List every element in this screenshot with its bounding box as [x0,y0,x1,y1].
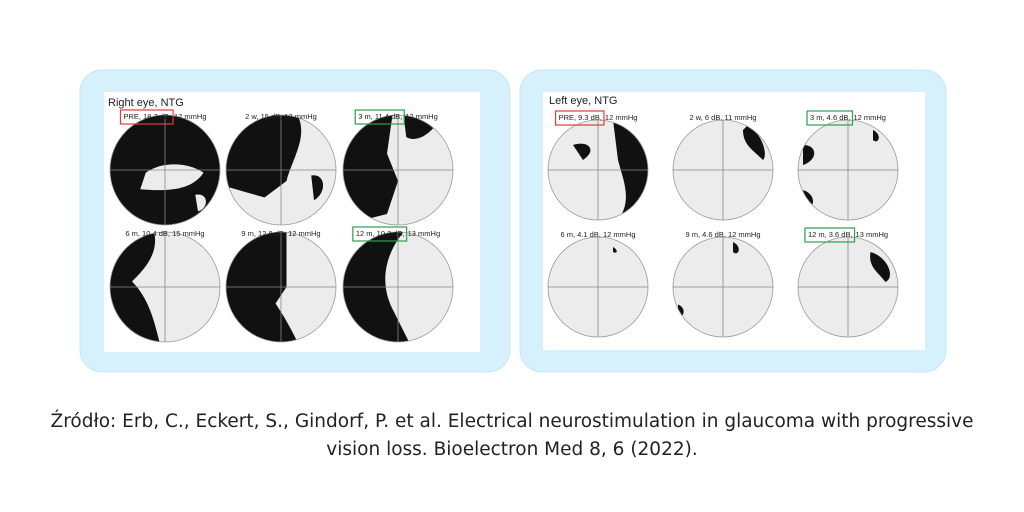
plot-caption: 9 m, 12.8 dB, 12 mmHg [241,229,320,238]
defect [311,175,324,201]
defect [733,242,739,254]
caption-box [354,109,405,125]
plot-caption: 6 m, 10.4 dB, 15 mmHg [125,229,204,238]
plot-caption: 6 m, 4.1 dB, 12 mmHg [560,230,635,239]
plot-caption: 2 w, 6 dB, 11 mmHg [690,113,757,122]
plot-caption: 12 mmHg [405,112,438,121]
defect [195,194,206,212]
source-line: Źródło: Erb, C., Eckert, S., Gindorf, P.… [51,410,974,432]
defect [803,190,813,207]
caption-box [554,110,605,126]
defect [140,164,204,191]
plot-caption: 13 mmHg [856,230,889,239]
defect [870,252,890,282]
panel-title: Left eye, NTG [549,95,617,107]
panel-title: Right eye, NTG [108,97,184,109]
plot-caption: PRE, 18.7 dB, [123,112,171,121]
defect [226,115,302,198]
defect [873,130,879,142]
defect [743,125,765,160]
caption-box [352,226,408,242]
plot-caption: 12 m, 3.6 dB, [808,230,853,239]
defect [803,145,815,165]
plot-caption: 3 m, 4.6 dB, [810,113,850,122]
caption-box [804,227,856,243]
plot-caption: 12 mmHg [853,113,886,122]
plot-caption: 13 mmHg [408,229,441,238]
defect [613,247,617,253]
plot-caption: 2 w, 15 dB, 12 mmHg [245,112,317,121]
defect [573,143,591,160]
plot-caption: 3 m, 11.4 dB, [358,112,402,121]
plot-caption: 12 mmHg [174,112,207,121]
plot-caption: 12 mmHg [605,113,638,122]
source-line: vision loss. Bioelectron Med 8, 6 (2022)… [326,439,697,460]
plot-caption: 9 m, 4.6 dB, 12 mmHg [685,230,760,239]
plot-caption: 12 m, 10.2 dB, [356,229,405,238]
caption-box [119,109,174,125]
plot-caption: PRE, 9.3 dB, [559,113,602,122]
caption-box [806,110,854,126]
